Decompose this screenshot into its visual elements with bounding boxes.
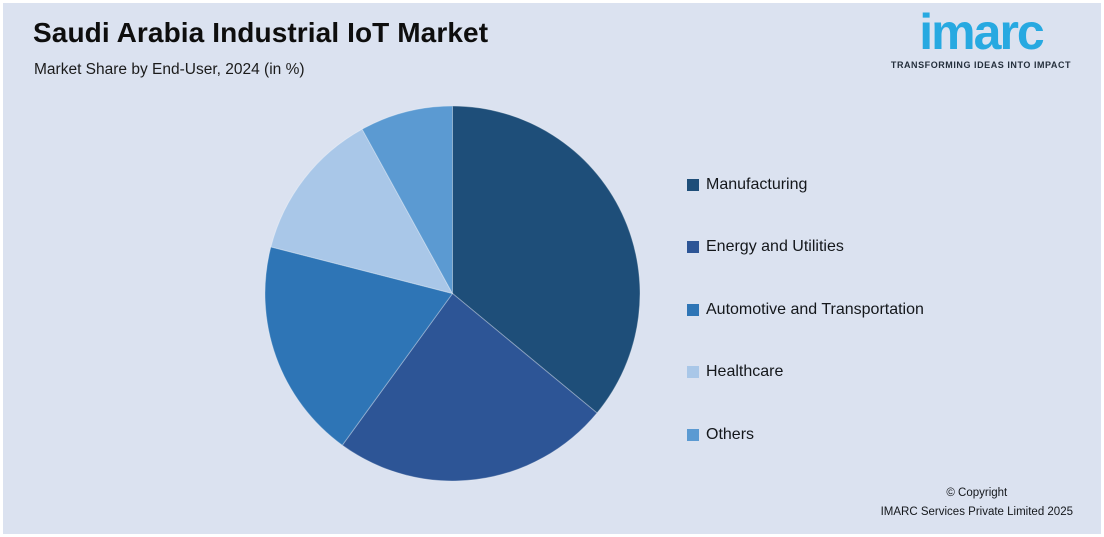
pie-slice-energy-and-utilities <box>341 293 598 482</box>
pie-chart-svg <box>264 105 641 482</box>
legend-swatch-icon <box>687 428 699 441</box>
legend-label: Healthcare <box>706 363 784 380</box>
copyright-notice: © Copyright IMARC Services Private Limit… <box>881 484 1073 522</box>
copyright-line1: © Copyright <box>946 487 1008 500</box>
legend-label: Energy and Utilities <box>706 238 844 255</box>
legend-item-healthcare: Healthcare <box>687 363 924 382</box>
pie-slice-healthcare <box>270 128 453 294</box>
legend-label: Manufacturing <box>706 175 808 193</box>
legend-label: Automotive and Transportation <box>706 300 924 318</box>
imarc-logo-tagline: TRANSFORMING IDEAS INTO IMPACT <box>890 60 1072 70</box>
pie-slice-automotive-and-transportation <box>264 246 453 446</box>
legend: Manufacturing Energy and Utilities Autom… <box>687 175 924 488</box>
legend-swatch-icon <box>687 241 699 253</box>
legend-label: Others <box>706 425 755 443</box>
legend-swatch-icon <box>687 303 699 316</box>
legend-item-automotive-and-transportation: Automotive and Transportation <box>687 300 924 319</box>
legend-swatch-icon <box>687 178 699 191</box>
pie-chart <box>264 105 641 482</box>
pie-slice-manufacturing <box>452 105 641 414</box>
legend-item-energy-and-utilities: Energy and Utilities <box>687 238 924 257</box>
page-title: Saudi Arabia Industrial IoT Market <box>33 17 489 48</box>
legend-item-manufacturing: Manufacturing <box>687 175 924 194</box>
copyright-line2: IMARC Services Private Limited 2025 <box>880 506 1073 519</box>
imarc-logo: imarc TRANSFORMING IDEAS INTO IMPACT <box>873 5 1089 70</box>
legend-item-others: Others <box>687 425 924 444</box>
legend-swatch-icon <box>687 366 699 378</box>
imarc-logo-text: imarc <box>919 4 1044 60</box>
pie-slice-others <box>361 105 453 294</box>
page-subtitle: Market Share by End-User, 2024 (in %) <box>34 61 305 78</box>
